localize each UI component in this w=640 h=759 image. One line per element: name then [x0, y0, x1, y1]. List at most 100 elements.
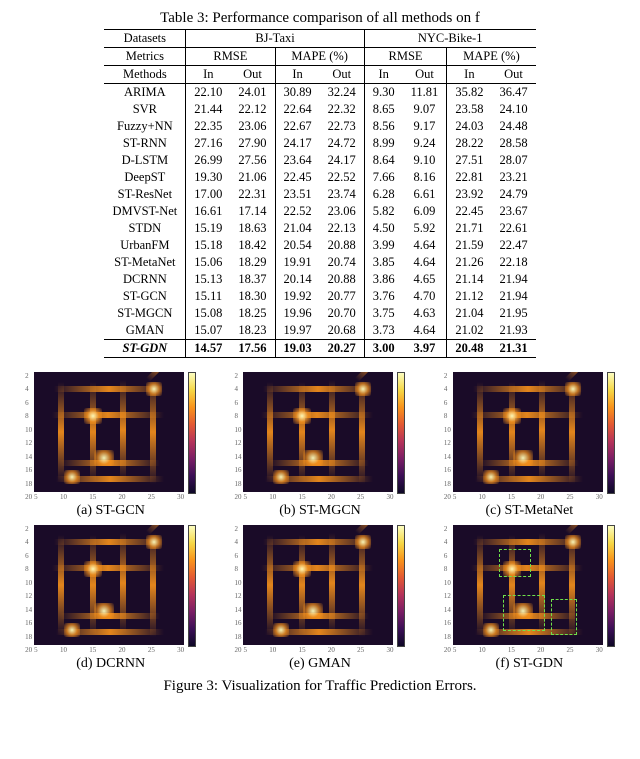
highlight-box — [503, 595, 545, 631]
value-cell: 3.85 — [364, 254, 402, 271]
heatmap-image — [243, 525, 393, 645]
value-cell: 28.58 — [491, 135, 535, 152]
value-cell: 27.51 — [447, 152, 492, 169]
table-caption: Table 3: Performance comparison of all m… — [6, 10, 634, 27]
hdr-datasets: Datasets — [104, 30, 185, 48]
value-cell: 4.63 — [403, 305, 447, 322]
value-cell: 15.18 — [186, 237, 231, 254]
value-cell: 9.24 — [403, 135, 447, 152]
value-cell: 3.86 — [364, 271, 402, 288]
value-cell: 3.76 — [364, 288, 402, 305]
value-cell: 8.65 — [364, 101, 402, 118]
value-cell: 23.92 — [447, 186, 492, 203]
value-cell: 22.64 — [275, 101, 320, 118]
value-cell: 23.06 — [230, 118, 275, 135]
value-cell: 22.52 — [275, 203, 320, 220]
value-cell: 20.14 — [275, 271, 320, 288]
method-cell: ST-ResNet — [104, 186, 185, 203]
value-cell: 28.07 — [491, 152, 535, 169]
value-cell: 9.30 — [364, 84, 402, 102]
hdr-io-0: In — [186, 66, 231, 84]
table-row: ST-GDN14.5717.5619.0320.273.003.9720.482… — [104, 340, 535, 358]
value-cell: 19.96 — [275, 305, 320, 322]
value-cell: 22.67 — [275, 118, 320, 135]
x-axis-ticks: 51015202530 — [243, 646, 393, 654]
value-cell: 8.64 — [364, 152, 402, 169]
value-cell: 21.94 — [491, 288, 535, 305]
value-cell: 22.31 — [230, 186, 275, 203]
value-cell: 22.52 — [320, 169, 365, 186]
value-cell: 20.70 — [320, 305, 365, 322]
value-cell: 24.01 — [230, 84, 275, 102]
value-cell: 22.47 — [491, 237, 535, 254]
value-cell: 17.00 — [186, 186, 231, 203]
value-cell: 8.56 — [364, 118, 402, 135]
value-cell: 8.99 — [364, 135, 402, 152]
value-cell: 3.75 — [364, 305, 402, 322]
table-row: ST-RNN27.1627.9024.1724.728.999.2428.222… — [104, 135, 535, 152]
value-cell: 22.45 — [447, 203, 492, 220]
value-cell: 14.57 — [186, 340, 231, 358]
value-cell: 4.50 — [364, 220, 402, 237]
value-cell: 23.67 — [491, 203, 535, 220]
value-cell: 18.42 — [230, 237, 275, 254]
value-cell: 9.10 — [403, 152, 447, 169]
figure-panel: 246810121416182051015202530(f) ST-GDN — [429, 525, 630, 672]
value-cell: 20.27 — [320, 340, 365, 358]
figure-panel: 246810121416182051015202530(c) ST-MetaNe… — [429, 372, 630, 519]
figure-panel: 246810121416182051015202530(a) ST-GCN — [10, 372, 211, 519]
x-axis-ticks: 51015202530 — [453, 646, 603, 654]
x-axis-ticks: 51015202530 — [243, 493, 393, 501]
y-axis-ticks: 2468101214161820 — [25, 525, 32, 654]
table-row: DeepST19.3021.0622.4522.527.668.1622.812… — [104, 169, 535, 186]
panel-label: (d) DCRNN — [76, 656, 145, 672]
value-cell: 28.22 — [447, 135, 492, 152]
value-cell: 23.64 — [275, 152, 320, 169]
highlight-box — [551, 599, 577, 635]
value-cell: 7.66 — [364, 169, 402, 186]
value-cell: 21.94 — [491, 271, 535, 288]
value-cell: 20.88 — [320, 271, 365, 288]
y-axis-ticks: 2468101214161820 — [444, 372, 451, 501]
value-cell: 20.74 — [320, 254, 365, 271]
panel-label: (f) ST-GDN — [496, 656, 564, 672]
value-cell: 6.28 — [364, 186, 402, 203]
value-cell: 24.17 — [275, 135, 320, 152]
method-cell: SVR — [104, 101, 185, 118]
hdr-io-5: Out — [403, 66, 447, 84]
method-cell: DCRNN — [104, 271, 185, 288]
table-row: ST-MetaNet15.0618.2919.9120.743.854.6421… — [104, 254, 535, 271]
hdr-metric-2: RMSE — [364, 48, 447, 66]
value-cell: 18.25 — [230, 305, 275, 322]
value-cell: 18.30 — [230, 288, 275, 305]
value-cell: 24.10 — [491, 101, 535, 118]
value-cell: 21.95 — [491, 305, 535, 322]
panel-label: (b) ST-MGCN — [279, 503, 361, 519]
figure-caption: Figure 3: Visualization for Traffic Pred… — [6, 678, 634, 695]
value-cell: 19.91 — [275, 254, 320, 271]
table-row: D-LSTM26.9927.5623.6424.178.649.1027.512… — [104, 152, 535, 169]
colorbar — [397, 525, 405, 647]
value-cell: 21.71 — [447, 220, 492, 237]
value-cell: 22.35 — [186, 118, 231, 135]
y-axis-ticks: 2468101214161820 — [25, 372, 32, 501]
value-cell: 21.02 — [447, 322, 492, 340]
value-cell: 15.19 — [186, 220, 231, 237]
value-cell: 20.68 — [320, 322, 365, 340]
value-cell: 21.31 — [491, 340, 535, 358]
value-cell: 21.14 — [447, 271, 492, 288]
hdr-io-6: In — [447, 66, 492, 84]
figure-panel: 246810121416182051015202530(b) ST-MGCN — [219, 372, 420, 519]
value-cell: 23.21 — [491, 169, 535, 186]
value-cell: 9.07 — [403, 101, 447, 118]
x-axis-ticks: 51015202530 — [453, 493, 603, 501]
value-cell: 15.13 — [186, 271, 231, 288]
value-cell: 22.10 — [186, 84, 231, 102]
table-row: DCRNN15.1318.3720.1420.883.864.6521.1421… — [104, 271, 535, 288]
value-cell: 21.06 — [230, 169, 275, 186]
value-cell: 27.90 — [230, 135, 275, 152]
x-axis-ticks: 51015202530 — [34, 646, 184, 654]
heatmap-image — [243, 372, 393, 492]
value-cell: 6.61 — [403, 186, 447, 203]
value-cell: 5.82 — [364, 203, 402, 220]
